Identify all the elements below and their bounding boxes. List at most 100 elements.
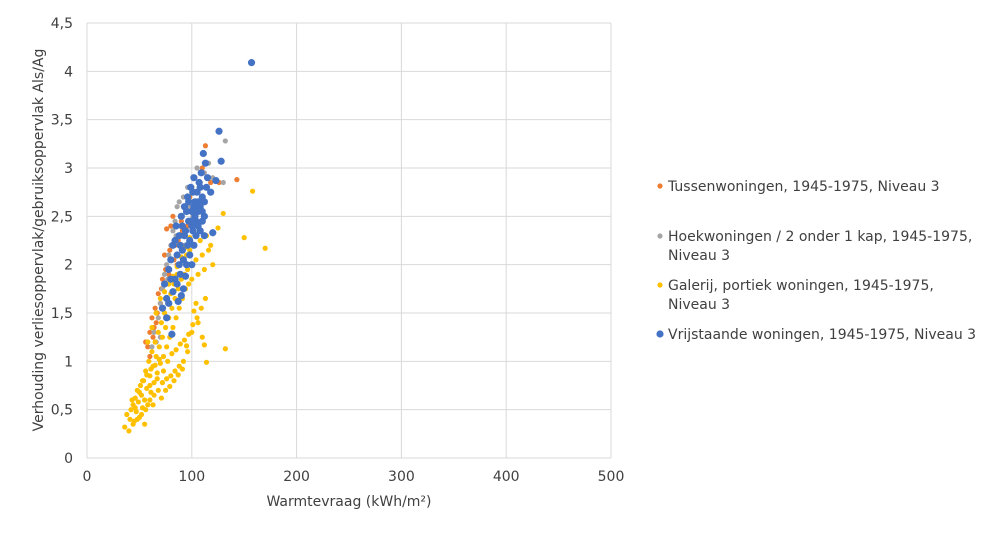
y-tick-label: 3,5: [51, 113, 73, 129]
data-point: [134, 416, 140, 422]
data-point: [156, 344, 162, 350]
x-axis-title: Warmtevraag (kWh/m²): [266, 494, 431, 510]
data-point: [201, 159, 210, 167]
data-point: [194, 315, 200, 321]
data-point: [149, 344, 155, 350]
data-point: [151, 392, 157, 398]
data-point: [169, 351, 175, 357]
data-point: [159, 276, 166, 282]
data-point: [137, 382, 144, 389]
data-point: [168, 330, 176, 338]
data-point: [222, 138, 228, 144]
data-point: [168, 223, 174, 229]
data-point: [161, 310, 168, 316]
data-point: [200, 232, 208, 240]
data-point: [193, 257, 199, 263]
data-point: [180, 232, 189, 240]
legend-label: Vrijstaande woningen, 1945-1975, Niveau …: [668, 327, 976, 343]
data-point: [168, 373, 174, 379]
y-tick-label: 4,5: [51, 16, 73, 32]
legend-item-0: Tussenwoningen, 1945-1975, Niveau 3: [657, 179, 940, 195]
data-point: [197, 237, 203, 244]
data-point: [177, 212, 185, 220]
data-point: [144, 372, 150, 378]
data-point: [190, 241, 198, 249]
data-point: [160, 280, 169, 288]
data-point: [161, 289, 168, 295]
data-point: [186, 281, 192, 287]
x-tick-label: 100: [178, 469, 205, 485]
y-tick-label: 2: [64, 258, 73, 274]
data-point: [155, 315, 161, 321]
data-point: [158, 304, 167, 312]
data-point: [145, 344, 151, 350]
data-point: [189, 188, 197, 196]
data-point: [171, 378, 177, 384]
data-point: [124, 411, 130, 418]
data-point: [145, 402, 151, 408]
x-tick-label: 300: [388, 469, 415, 485]
data-point: [190, 322, 196, 328]
data-point: [159, 334, 166, 340]
data-point: [234, 177, 240, 183]
data-point: [164, 226, 170, 232]
data-point: [198, 207, 206, 216]
data-point: [202, 143, 209, 149]
data-point: [167, 247, 173, 253]
data-point: [215, 225, 221, 231]
data-point: [128, 407, 134, 413]
data-point: [163, 324, 169, 331]
data-point: [186, 331, 192, 337]
data-point: [173, 280, 181, 288]
data-point: [184, 241, 192, 249]
data-point: [154, 370, 160, 376]
data-point: [185, 198, 193, 206]
data-point: [153, 320, 159, 326]
data-point: [241, 235, 247, 241]
data-point: [150, 334, 156, 340]
legend-marker: [656, 330, 664, 338]
data-point: [146, 358, 152, 364]
y-tick-label: 1,5: [51, 306, 73, 322]
data-point: [158, 320, 165, 326]
data-point: [173, 347, 179, 353]
data-point: [166, 271, 172, 277]
legend-label: Galerij, portiek woningen, 1945-1975, Niv…: [668, 278, 934, 313]
data-point: [174, 204, 180, 210]
data-point: [170, 324, 176, 331]
data-point: [203, 359, 210, 365]
data-point: [193, 300, 199, 306]
data-point: [203, 174, 212, 182]
data-point: [195, 320, 201, 326]
legend: Tussenwoningen, 1945-1975, Niveau 3 Hoekw…: [656, 179, 976, 343]
data-point: [155, 329, 161, 335]
data-point: [197, 169, 205, 177]
data-point: [136, 389, 142, 395]
data-point: [164, 344, 170, 350]
data-point: [129, 397, 135, 403]
data-point: [212, 176, 220, 185]
data-point: [147, 353, 153, 360]
data-point: [188, 261, 196, 269]
data-point: [150, 402, 156, 408]
legend-label: Hoekwoningen / 2 onder 1 kap, 1945-1975,…: [668, 229, 972, 264]
data-point: [202, 183, 211, 191]
data-point: [247, 59, 256, 67]
data-point: [207, 188, 215, 196]
data-point: [262, 245, 268, 251]
data-point: [147, 329, 153, 335]
data-point: [220, 179, 226, 186]
data-point: [208, 242, 214, 248]
data-point: [183, 343, 190, 349]
legend-label: Tussenwoningen, 1945-1975, Niveau 3: [667, 179, 940, 195]
data-point: [126, 428, 132, 434]
data-point: [130, 421, 136, 427]
data-point: [179, 256, 188, 264]
data-point: [149, 349, 155, 355]
legend-marker: [657, 233, 663, 239]
data-point: [175, 261, 183, 269]
data-point: [187, 247, 193, 253]
data-point: [155, 387, 161, 393]
data-point: [132, 405, 138, 411]
legend-item-1: Hoekwoningen / 2 onder 1 kap, 1945-1975,…: [657, 229, 972, 264]
